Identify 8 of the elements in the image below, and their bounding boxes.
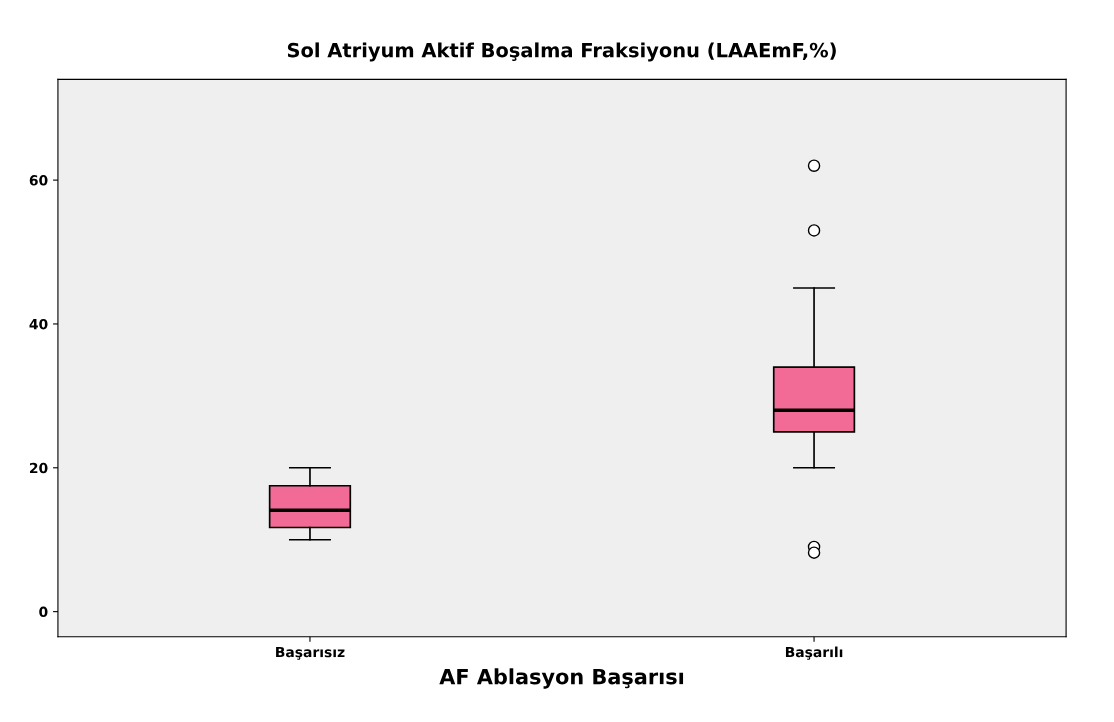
y-tick-label: 20 xyxy=(29,462,48,474)
y-tick-label: 0 xyxy=(39,606,48,618)
x-tick-label: Başarısız xyxy=(276,646,345,660)
y-tick-label: 40 xyxy=(29,318,48,330)
y-tick-label: 60 xyxy=(29,175,48,186)
chart-title: Sol Atriyum Aktif Boşalma Fraksiyonu (LAAEmF,%) xyxy=(287,42,836,62)
x-axis-title: AF Ablasyon Başarısı xyxy=(439,668,684,689)
x-tick-label: Başarılı xyxy=(785,646,843,660)
